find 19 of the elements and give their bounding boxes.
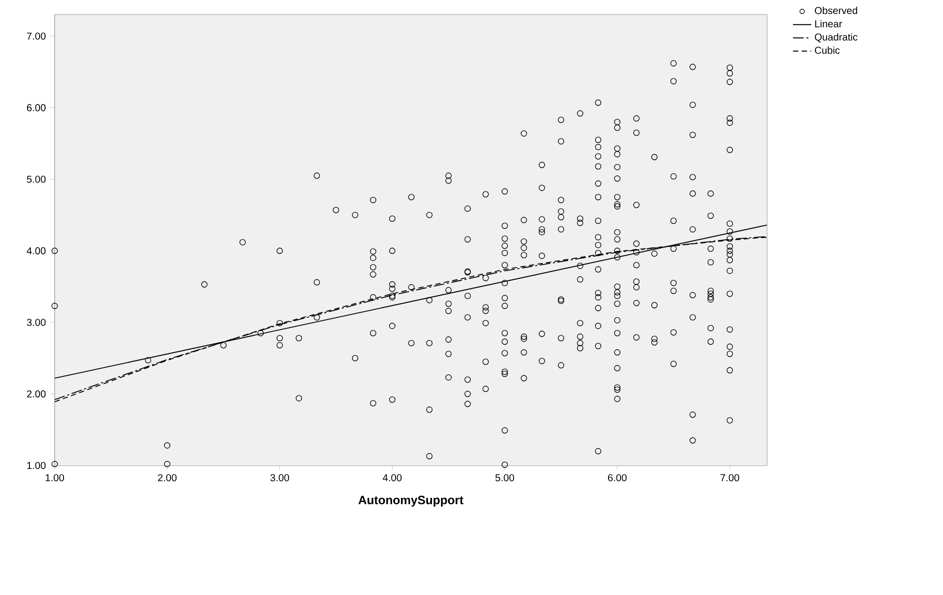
- y-tick-label: 2.00: [27, 390, 46, 398]
- x-tick-label: 7.00: [720, 474, 740, 482]
- y-tick-label: 7.00: [27, 32, 46, 40]
- y-tick-label: 3.00: [26, 318, 46, 326]
- x-tick-label: 3.00: [270, 474, 290, 482]
- x-tick-label: 1.00: [46, 474, 64, 482]
- x-axis-title: AutonomySupport: [358, 496, 464, 507]
- legend-label: Cubic: [814, 46, 840, 54]
- y-tick-label: 1.00: [27, 462, 46, 470]
- x-tick-label: 5.00: [495, 474, 514, 482]
- legend-label: Linear: [815, 20, 842, 28]
- y-tick-label: 6.00: [27, 104, 46, 112]
- x-tick-label: 6.00: [608, 474, 627, 482]
- y-tick-label: 5.00: [26, 176, 46, 183]
- y-tick-label: 4.00: [26, 247, 46, 254]
- legend-label: Quadratic: [814, 33, 858, 42]
- x-tick-label: 2.00: [158, 474, 177, 482]
- x-tick-label: 4.00: [382, 474, 402, 482]
- legend-label: Observed: [814, 6, 858, 14]
